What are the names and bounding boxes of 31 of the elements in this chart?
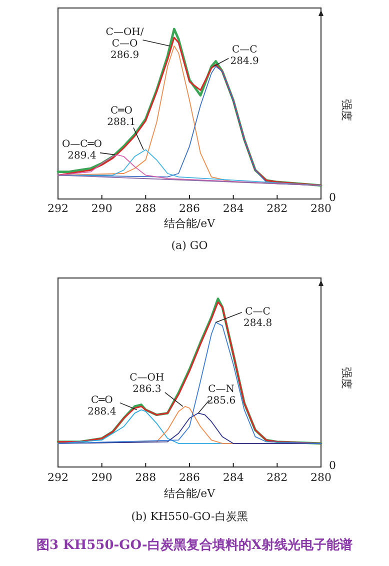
x-tick-label: 284 — [222, 202, 244, 215]
x-tick-label: 288 — [135, 202, 156, 215]
annotation: C—OH/ C—O 286.9 — [106, 27, 144, 62]
text: (b) KH550-GO-白炭黑 — [131, 510, 248, 523]
y-axis-title: 强度 — [340, 99, 353, 121]
annotation: C—N 285.6 — [206, 384, 236, 407]
x-tick-label: 280 — [310, 471, 332, 484]
x-tick-label: 288 — [135, 471, 156, 484]
text: 0 — [329, 459, 336, 472]
x-tick-label: 290 — [91, 202, 112, 215]
caption: 图3 KH550-GO-白炭黑复合填料的X射线光电子能谱 — [36, 537, 353, 553]
x-tick-label: 290 — [91, 471, 112, 484]
annotation: C—OH 286.3 — [130, 372, 164, 395]
annotation: C═O 288.1 — [107, 106, 136, 128]
x-axis-title: 结合能/eV — [164, 487, 216, 500]
y-axis-title: 强度 — [340, 367, 353, 389]
x-tick-label: 292 — [48, 471, 68, 484]
x-tick-label: 284 — [222, 471, 244, 484]
x-tick-label: 286 — [179, 202, 200, 215]
annotation: C═O 288.4 — [88, 394, 116, 418]
text: 0 — [329, 191, 336, 204]
x-tick-label: 280 — [310, 202, 332, 215]
x-tick-label: 282 — [266, 202, 288, 215]
text: (a) GO — [171, 239, 208, 252]
x-tick-label: 292 — [48, 202, 68, 215]
annotation: C—C 284.9 — [230, 44, 259, 67]
annotation: O—C═O 289.4 — [62, 138, 102, 162]
x-tick-label: 282 — [266, 471, 288, 484]
annotation: C—C 284.8 — [243, 306, 272, 329]
x-tick-label: 286 — [179, 471, 200, 484]
x-axis-title: 结合能/eV — [164, 217, 216, 230]
